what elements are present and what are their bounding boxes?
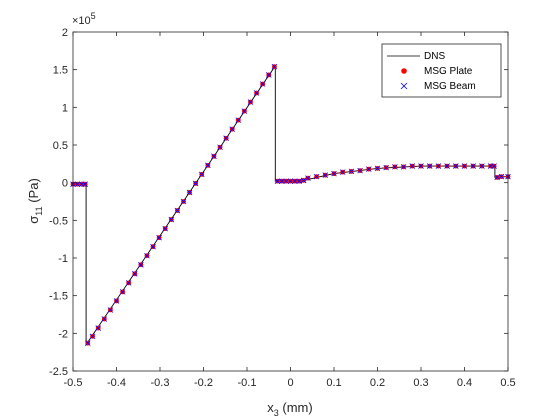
point-msg-beam (409, 163, 416, 169)
point-msg-beam (265, 72, 272, 78)
y-ticks: -2.5 -2 -1.5 -1 -0.5 0 0.5 1 1.5 2 (49, 27, 508, 378)
x-tick-label: -0.4 (107, 377, 126, 389)
point-msg-beam (186, 189, 193, 196)
point-msg-beam (247, 99, 254, 105)
point-msg-beam (283, 178, 289, 184)
legend-label-beam: MSG Beam (424, 81, 476, 92)
point-msg-beam (82, 181, 88, 187)
point-msg-beam (461, 163, 468, 169)
legend: DNS MSG Plate MSG Beam (381, 43, 502, 98)
y-tick-label: -0.5 (49, 215, 68, 227)
point-msg-beam (271, 63, 278, 70)
point-msg-beam (162, 225, 169, 232)
point-msg-beam (491, 163, 497, 169)
legend-marker-plate (401, 68, 407, 74)
point-msg-beam (217, 144, 223, 151)
point-msg-beam (101, 316, 108, 322)
point-msg-beam (85, 340, 91, 346)
point-msg-beam (89, 333, 96, 340)
point-msg-beam (279, 178, 285, 184)
point-msg-beam (211, 153, 217, 160)
point-msg-beam (348, 168, 355, 175)
y-axis-label: σ11 (Pa) (26, 178, 44, 224)
point-msg-beam (274, 178, 281, 184)
point-msg-beam (305, 175, 311, 181)
point-msg-beam (150, 243, 156, 250)
point-msg-beam (331, 170, 337, 177)
x-tick-label: 0.2 (370, 377, 385, 389)
legend-label-plate: MSG Plate (424, 66, 473, 77)
point-msg-beam (322, 172, 329, 178)
point-msg-beam (435, 163, 442, 169)
point-msg-beam (138, 261, 144, 268)
x-tick-label: 0 (287, 377, 293, 389)
y-tick-label: 1.5 (53, 65, 68, 77)
x-tick-label: -0.3 (151, 377, 170, 389)
x-axis-label: x3 (mm) (267, 400, 312, 418)
point-msg-beam (223, 135, 229, 142)
point-msg-beam (229, 126, 235, 132)
x-tick-label: -0.2 (194, 377, 213, 389)
point-msg-beam (95, 325, 102, 331)
point-msg-beam (339, 169, 346, 175)
point-msg-beam (313, 173, 320, 180)
point-msg-beam (292, 178, 298, 184)
point-msg-beam (498, 173, 505, 180)
y-tick-label: -1.5 (49, 291, 68, 303)
point-msg-beam (494, 174, 500, 181)
point-msg-beam (241, 108, 248, 114)
point-msg-beam (374, 165, 381, 172)
x-tick-label: 0.5 (500, 377, 515, 389)
y-tick-label: -2.5 (49, 366, 68, 378)
point-msg-beam (192, 180, 199, 187)
legend-label-dns: DNS (424, 51, 445, 62)
point-msg-beam (107, 307, 114, 313)
point-msg-beam (453, 163, 459, 169)
y-tick-label: 1 (62, 102, 68, 114)
point-msg-beam (426, 163, 433, 169)
point-msg-beam (357, 167, 363, 174)
point-msg-beam (366, 166, 372, 172)
point-msg-beam (174, 207, 181, 214)
x-ticks: -0.5 -0.4 -0.3 -0.2 -0.1 0 0.1 0.2 0.3 0.4 0.5 (64, 32, 516, 389)
x-tick-label: 0.4 (457, 377, 472, 389)
point-msg-beam (198, 171, 205, 178)
point-msg-beam (418, 163, 424, 169)
x-tick-label: -0.5 (64, 377, 83, 389)
y-tick-label: -1 (58, 253, 68, 265)
point-msg-beam (205, 162, 211, 169)
point-msg-beam (383, 164, 389, 171)
point-msg-beam (113, 298, 120, 304)
point-msg-beam (300, 177, 307, 184)
point-msg-beam (259, 81, 266, 87)
point-msg-beam (400, 164, 407, 170)
point-msg-beam (296, 178, 302, 184)
point-msg-beam (392, 164, 398, 170)
point-msg-beam (235, 117, 242, 123)
point-msg-beam (253, 90, 260, 96)
point-msg-beam (287, 178, 294, 184)
point-msg-beam (125, 280, 132, 286)
point-msg-beam (444, 163, 450, 169)
point-msg-beam (470, 163, 476, 169)
point-msg-beam (479, 163, 485, 169)
y-tick-label: -2 (58, 328, 68, 340)
legend-marker-beam (400, 82, 408, 90)
series-layer (70, 63, 511, 347)
point-msg-beam (168, 216, 175, 223)
x-tick-label: 0.1 (326, 377, 341, 389)
y-tick-label: 2 (62, 27, 68, 39)
point-msg-beam (180, 198, 187, 205)
y-tick-label: 0 (62, 178, 68, 190)
y-multiplier: ×105 (72, 11, 96, 27)
y-tick-label: 0.5 (53, 140, 68, 152)
point-msg-beam (156, 234, 162, 241)
point-msg-beam (131, 271, 138, 277)
point-msg-beam (119, 289, 126, 295)
point-msg-beam (144, 252, 150, 259)
x-tick-label: -0.1 (238, 377, 257, 389)
x-tick-label: 0.3 (413, 377, 428, 389)
